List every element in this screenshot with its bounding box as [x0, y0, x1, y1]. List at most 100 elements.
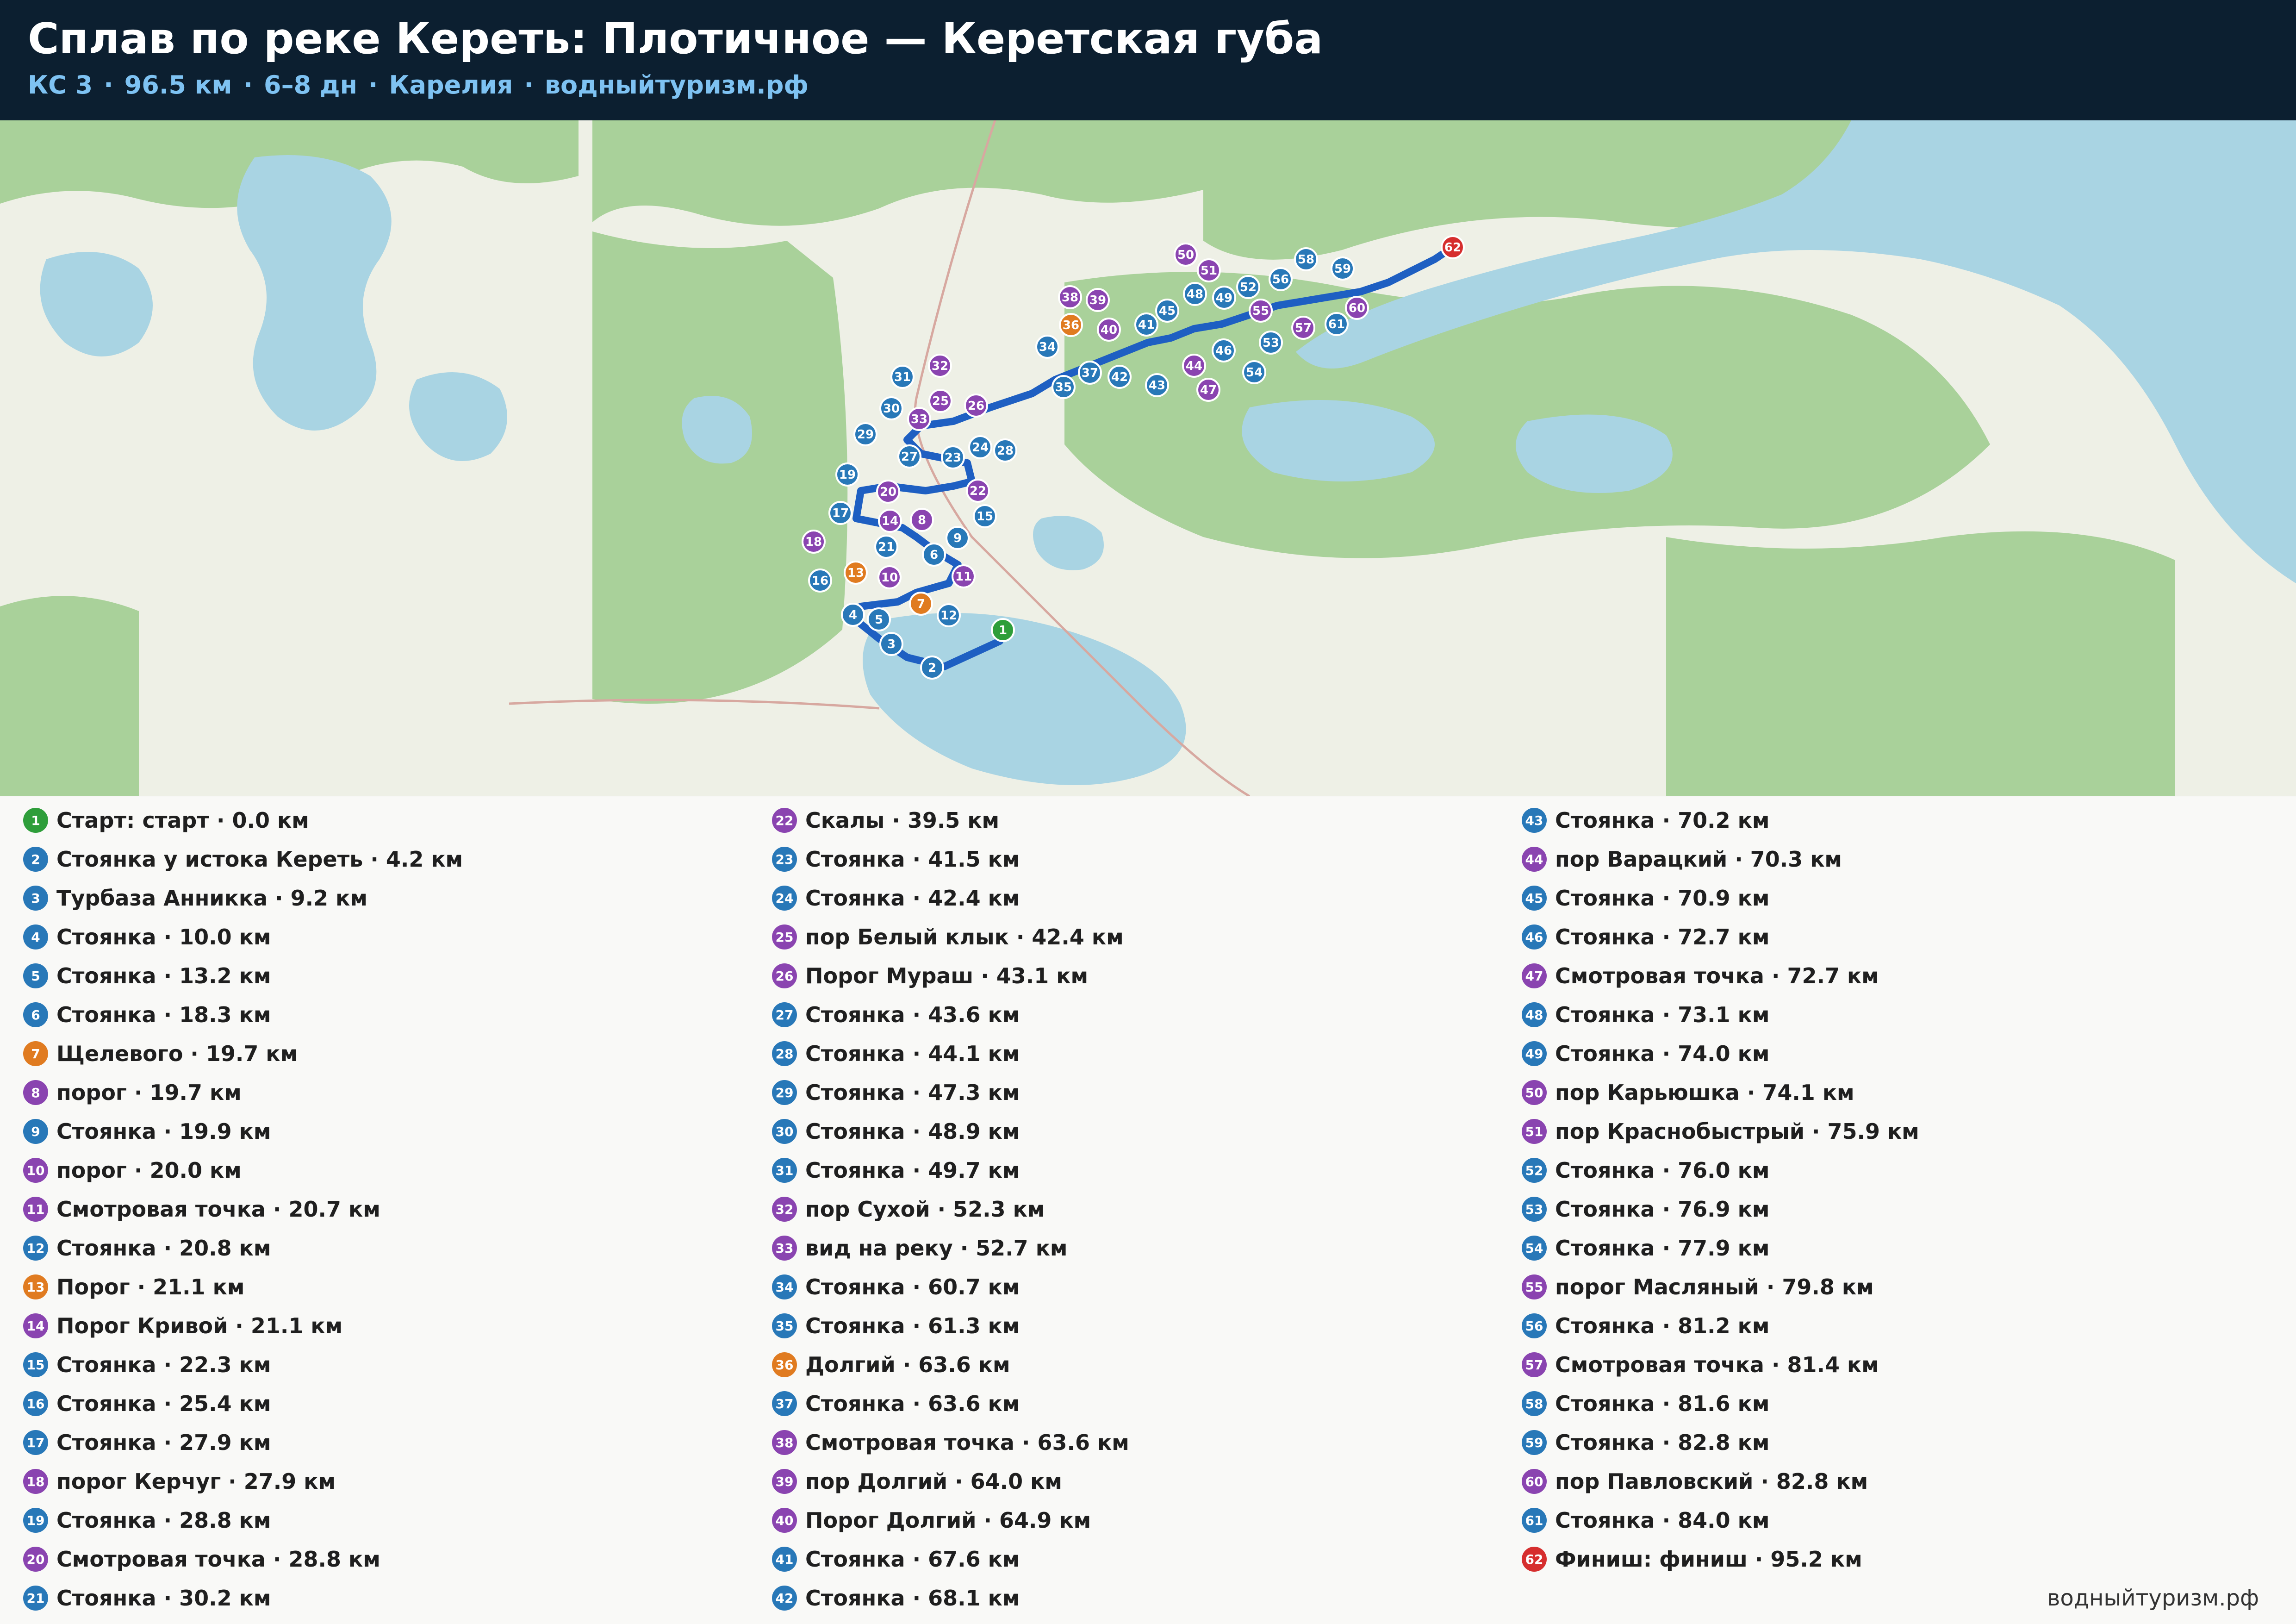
marker-circle[interactable] [835, 462, 859, 487]
marker-circle[interactable] [928, 389, 952, 413]
marker-circle[interactable] [910, 508, 934, 532]
map-marker-49[interactable]: 49 [1212, 286, 1236, 310]
marker-circle[interactable] [1108, 365, 1132, 389]
marker-circle[interactable] [828, 501, 852, 525]
map-marker-14[interactable]: 14 [878, 509, 902, 533]
marker-circle[interactable] [907, 407, 931, 431]
marker-circle[interactable] [808, 568, 832, 593]
map-marker-44[interactable]: 44 [1182, 354, 1206, 378]
marker-circle[interactable] [890, 365, 915, 389]
marker-circle[interactable] [1097, 318, 1121, 342]
map-marker-31[interactable]: 31 [890, 365, 915, 389]
marker-circle[interactable] [964, 394, 988, 418]
marker-circle[interactable] [922, 543, 946, 567]
map-marker-37[interactable]: 37 [1078, 361, 1102, 385]
marker-circle[interactable] [966, 479, 990, 503]
marker-circle[interactable] [1197, 258, 1221, 282]
map-marker-54[interactable]: 54 [1242, 360, 1266, 384]
map-marker-15[interactable]: 15 [973, 504, 997, 528]
map-marker-41[interactable]: 41 [1134, 312, 1158, 337]
map-marker-23[interactable]: 23 [941, 445, 965, 469]
map-marker-20[interactable]: 20 [876, 480, 900, 504]
marker-circle[interactable] [1249, 299, 1273, 323]
marker-circle[interactable] [1212, 338, 1236, 362]
marker-circle[interactable] [1325, 312, 1349, 336]
marker-circle[interactable] [853, 422, 877, 446]
map-marker-55[interactable]: 55 [1249, 299, 1273, 323]
marker-circle[interactable] [1134, 312, 1158, 337]
route-map[interactable]: 1 2 3 4 5 6 7 8 9 10 11 12 13 14 15 16 17 18 19 20 21 22 23 24 2… [0, 120, 2296, 796]
marker-circle[interactable] [877, 565, 902, 589]
marker-circle[interactable] [876, 480, 900, 504]
map-marker-34[interactable]: 34 [1035, 335, 1059, 359]
marker-circle[interactable] [1155, 299, 1179, 323]
marker-circle[interactable] [867, 607, 891, 631]
map-marker-26[interactable]: 26 [964, 394, 988, 418]
marker-circle[interactable] [909, 592, 933, 616]
map-marker-19[interactable]: 19 [835, 462, 859, 487]
map-marker-51[interactable]: 51 [1197, 258, 1221, 282]
marker-circle[interactable] [844, 561, 868, 585]
map-marker-36[interactable]: 36 [1059, 313, 1083, 337]
map-marker-50[interactable]: 50 [1174, 243, 1198, 267]
map-marker-42[interactable]: 42 [1108, 365, 1132, 389]
marker-circle[interactable] [991, 618, 1015, 642]
map-marker-5[interactable]: 5 [867, 607, 891, 631]
map-marker-38[interactable]: 38 [1058, 285, 1082, 309]
map-marker-33[interactable]: 33 [907, 407, 931, 431]
map-marker-40[interactable]: 40 [1097, 318, 1121, 342]
map-marker-22[interactable]: 22 [966, 479, 990, 503]
map-marker-45[interactable]: 45 [1155, 299, 1179, 323]
marker-circle[interactable] [1059, 313, 1083, 337]
marker-circle[interactable] [1182, 354, 1206, 378]
marker-circle[interactable] [928, 354, 952, 378]
marker-circle[interactable] [1212, 286, 1236, 310]
marker-circle[interactable] [1052, 375, 1076, 399]
map-marker-39[interactable]: 39 [1086, 288, 1110, 312]
map-marker-32[interactable]: 32 [928, 354, 952, 378]
marker-circle[interactable] [1174, 243, 1198, 267]
map-marker-61[interactable]: 61 [1325, 312, 1349, 336]
map-marker-48[interactable]: 48 [1183, 282, 1207, 306]
map-marker-16[interactable]: 16 [808, 568, 832, 593]
map-marker-52[interactable]: 52 [1236, 275, 1260, 299]
map-marker-47[interactable]: 47 [1196, 378, 1220, 402]
marker-circle[interactable] [879, 632, 903, 656]
marker-circle[interactable] [1078, 361, 1102, 385]
map-marker-7[interactable]: 7 [909, 592, 933, 616]
map-marker-43[interactable]: 43 [1145, 373, 1169, 397]
marker-circle[interactable] [1058, 285, 1082, 309]
map-marker-35[interactable]: 35 [1052, 375, 1076, 399]
map-marker-28[interactable]: 28 [993, 438, 1017, 462]
map-marker-24[interactable]: 24 [968, 435, 992, 459]
map-marker-27[interactable]: 27 [897, 444, 921, 468]
marker-circle[interactable] [1331, 256, 1355, 281]
map-marker-57[interactable]: 57 [1291, 316, 1315, 340]
map-marker-13[interactable]: 13 [844, 561, 868, 585]
marker-circle[interactable] [1291, 316, 1315, 340]
marker-circle[interactable] [973, 504, 997, 528]
marker-circle[interactable] [1086, 288, 1110, 312]
marker-circle[interactable] [1441, 235, 1465, 259]
map-marker-1[interactable]: 1 [991, 618, 1015, 642]
map-marker-2[interactable]: 2 [920, 656, 944, 680]
map-marker-58[interactable]: 58 [1294, 247, 1318, 271]
marker-circle[interactable] [1236, 275, 1260, 299]
marker-circle[interactable] [841, 603, 865, 627]
marker-circle[interactable] [1035, 335, 1059, 359]
map-marker-17[interactable]: 17 [828, 501, 852, 525]
marker-circle[interactable] [1196, 378, 1220, 402]
marker-circle[interactable] [968, 435, 992, 459]
marker-circle[interactable] [897, 444, 921, 468]
map-marker-11[interactable]: 11 [952, 564, 976, 588]
map-marker-9[interactable]: 9 [946, 526, 970, 550]
marker-circle[interactable] [993, 438, 1017, 462]
marker-circle[interactable] [874, 535, 898, 559]
marker-circle[interactable] [946, 526, 970, 550]
marker-circle[interactable] [1259, 331, 1283, 355]
map-marker-6[interactable]: 6 [922, 543, 946, 567]
map-marker-4[interactable]: 4 [841, 603, 865, 627]
marker-circle[interactable] [1269, 267, 1293, 291]
